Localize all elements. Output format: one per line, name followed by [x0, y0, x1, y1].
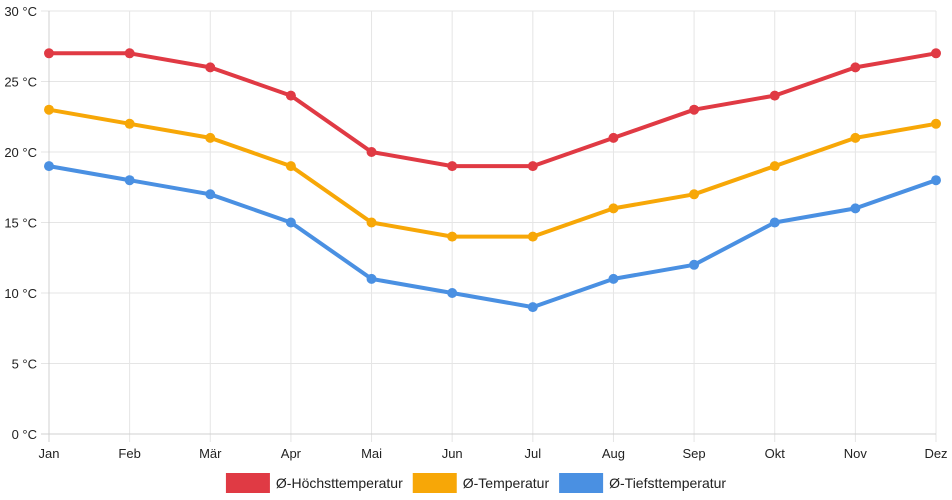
- y-tick-label: 0 °C: [12, 427, 37, 442]
- y-tick-label: 10 °C: [4, 286, 37, 301]
- x-tick-label: Sep: [683, 446, 706, 461]
- y-tick-label: 25 °C: [4, 75, 37, 90]
- legend[interactable]: Ø-Höchsttemperatur Ø-Temperatur Ø-Tiefstte…: [225, 473, 726, 493]
- x-tick-label: Feb: [118, 446, 140, 461]
- data-point[interactable]: [608, 132, 619, 143]
- data-point[interactable]: [124, 48, 135, 59]
- data-point[interactable]: [205, 189, 216, 200]
- series-0: [44, 48, 941, 172]
- data-point[interactable]: [689, 104, 700, 115]
- y-tick-label: 20 °C: [4, 145, 37, 160]
- data-point[interactable]: [44, 104, 54, 115]
- legend-item[interactable]: Ø-Tiefsttemperatur: [559, 473, 726, 493]
- series-1: [44, 104, 941, 242]
- x-tick-label: Okt: [765, 446, 786, 461]
- data-point[interactable]: [447, 161, 458, 172]
- legend-label: Ø-Temperatur: [463, 475, 550, 491]
- series-line: [47, 51, 938, 169]
- data-point[interactable]: [527, 302, 538, 313]
- data-point[interactable]: [124, 175, 135, 186]
- data-point[interactable]: [44, 48, 54, 59]
- data-point[interactable]: [124, 118, 135, 129]
- x-tick-label: Mär: [199, 446, 222, 461]
- data-point[interactable]: [447, 288, 458, 298]
- data-point[interactable]: [689, 189, 700, 200]
- data-point[interactable]: [850, 132, 861, 143]
- data-point[interactable]: [285, 217, 296, 228]
- y-tick-label: 30 °C: [4, 4, 37, 19]
- data-point[interactable]: [285, 90, 296, 101]
- data-point[interactable]: [205, 62, 216, 73]
- legend-item[interactable]: Ø-Temperatur: [412, 473, 550, 493]
- y-tick-label: 15 °C: [4, 216, 37, 231]
- data-point[interactable]: [205, 132, 216, 143]
- data-point[interactable]: [366, 147, 377, 157]
- data-point[interactable]: [608, 203, 619, 214]
- data-point[interactable]: [850, 203, 861, 214]
- legend-swatch: [225, 473, 270, 493]
- x-tick-label: Jul: [525, 446, 542, 461]
- grid-lines: [41, 10, 937, 442]
- legend-swatch: [559, 473, 604, 493]
- legend-label: Ø-Höchsttemperatur: [276, 475, 403, 491]
- legend-label: Ø-Tiefsttemperatur: [609, 475, 726, 491]
- data-point[interactable]: [527, 231, 538, 242]
- data-point[interactable]: [931, 175, 941, 186]
- data-point[interactable]: [931, 48, 941, 59]
- x-tick-label: Mai: [361, 446, 382, 461]
- data-point[interactable]: [769, 90, 780, 101]
- series-lines: [44, 48, 941, 313]
- x-tick-label: Apr: [281, 446, 302, 461]
- series-2: [44, 161, 941, 313]
- data-point[interactable]: [931, 118, 941, 129]
- data-point[interactable]: [366, 217, 377, 228]
- series-line: [47, 107, 938, 239]
- data-point[interactable]: [285, 161, 296, 172]
- data-point[interactable]: [366, 273, 377, 284]
- x-tick-label: Jun: [442, 446, 463, 461]
- legend-item[interactable]: Ø-Höchsttemperatur: [225, 473, 403, 493]
- data-point[interactable]: [447, 231, 458, 242]
- data-point[interactable]: [769, 217, 780, 228]
- data-point[interactable]: [689, 259, 700, 270]
- x-tick-label: Aug: [602, 446, 625, 461]
- y-tick-label: 5 °C: [12, 357, 37, 372]
- data-point[interactable]: [44, 161, 54, 172]
- y-axis-tick-labels: 0 °C 5 °C 10 °C 15 °C 20 °C 25 °C 30 °C: [4, 4, 37, 442]
- data-point[interactable]: [608, 273, 619, 284]
- x-tick-label: Jan: [39, 446, 60, 461]
- data-point[interactable]: [850, 62, 861, 73]
- x-tick-label: Nov: [844, 446, 868, 461]
- legend-swatch: [412, 473, 457, 493]
- x-axis-tick-labels: Jan Feb Mär Apr Mai Jun Jul Aug Sep Okt Nov Dez: [39, 446, 948, 461]
- data-point[interactable]: [527, 161, 538, 172]
- data-point[interactable]: [769, 161, 780, 172]
- x-tick-label: Dez: [924, 446, 947, 461]
- series-line: [47, 164, 938, 310]
